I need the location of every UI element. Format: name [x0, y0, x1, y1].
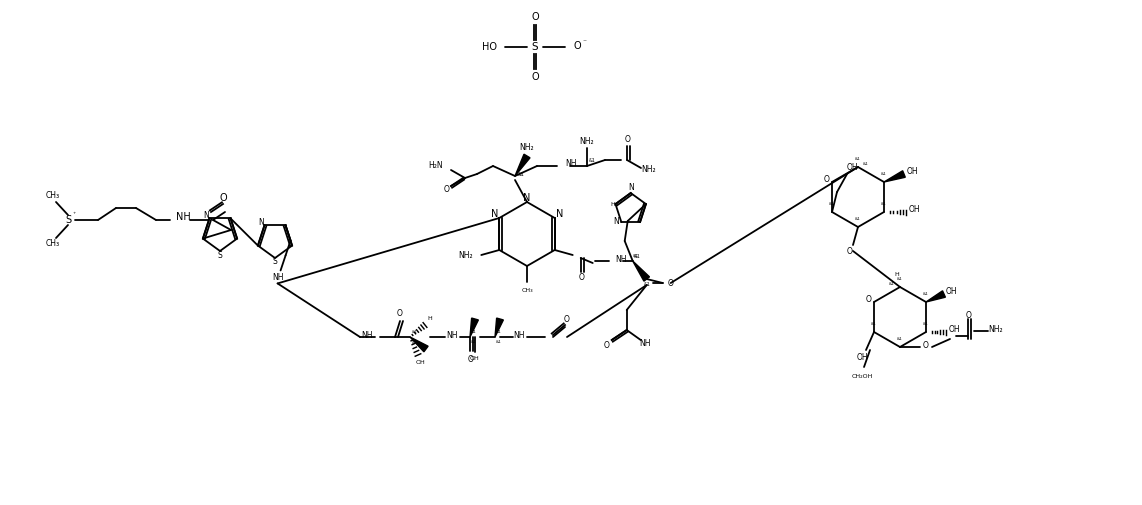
Text: O: O	[564, 315, 570, 324]
Text: ⁺: ⁺	[72, 213, 75, 218]
Text: NH: NH	[447, 330, 458, 339]
Text: O: O	[625, 135, 630, 144]
Text: NH: NH	[513, 330, 525, 339]
Text: O: O	[444, 185, 450, 194]
Text: &1: &1	[890, 282, 895, 286]
Text: N: N	[556, 209, 563, 219]
Text: NH₂: NH₂	[520, 143, 534, 153]
Text: &1: &1	[412, 341, 418, 345]
Text: OH: OH	[846, 164, 858, 173]
Text: OH: OH	[416, 361, 425, 366]
Text: O: O	[923, 340, 928, 349]
Polygon shape	[884, 171, 906, 182]
Polygon shape	[471, 318, 478, 337]
Text: O: O	[573, 41, 580, 51]
Text: O: O	[866, 295, 872, 305]
Text: S: S	[273, 258, 278, 267]
Text: OH: OH	[908, 206, 919, 215]
Text: O: O	[668, 278, 674, 287]
Text: &1: &1	[517, 172, 524, 177]
Text: OH: OH	[856, 354, 868, 363]
Text: NH₂: NH₂	[989, 325, 1004, 333]
Text: O: O	[531, 12, 539, 22]
Polygon shape	[515, 154, 530, 176]
Text: &1: &1	[882, 172, 887, 176]
Text: &1: &1	[588, 159, 595, 164]
Text: O: O	[531, 72, 539, 82]
Text: &1: &1	[855, 157, 861, 161]
Text: NH: NH	[362, 330, 373, 339]
Polygon shape	[926, 291, 946, 302]
Text: CH₃: CH₃	[46, 191, 61, 200]
Text: N: N	[613, 218, 619, 226]
Text: &1: &1	[412, 330, 418, 334]
Text: OH: OH	[948, 326, 959, 334]
Text: NH₂: NH₂	[459, 250, 473, 260]
Text: &1: &1	[923, 322, 928, 326]
Text: N: N	[203, 211, 209, 220]
Text: OH: OH	[946, 287, 957, 296]
Text: O: O	[468, 355, 474, 364]
Text: NH: NH	[272, 273, 283, 282]
Text: &1: &1	[923, 292, 928, 296]
Text: H: H	[427, 317, 433, 322]
Text: O: O	[579, 274, 585, 282]
Text: NH₂: NH₂	[580, 136, 594, 145]
Text: OH: OH	[906, 168, 918, 177]
Text: &1: &1	[496, 340, 501, 344]
Text: H: H	[894, 273, 900, 278]
Text: N: N	[258, 218, 264, 227]
Text: &1: &1	[898, 277, 903, 281]
Text: &1: &1	[633, 254, 638, 258]
Text: O: O	[397, 309, 403, 318]
Text: &1: &1	[472, 340, 477, 344]
Polygon shape	[633, 261, 650, 281]
Text: O: O	[847, 246, 853, 256]
Text: CH₂OH: CH₂OH	[851, 374, 872, 379]
Text: O: O	[604, 340, 610, 349]
Text: S: S	[218, 250, 223, 260]
Text: N: N	[491, 209, 498, 219]
Text: &1: &1	[496, 330, 501, 334]
Text: &1: &1	[863, 162, 869, 166]
Text: S: S	[65, 215, 71, 225]
Text: S: S	[532, 42, 538, 52]
Text: &1: &1	[472, 330, 477, 334]
Text: &1: &1	[643, 282, 650, 287]
Text: &1: &1	[882, 202, 887, 206]
Text: NH: NH	[616, 255, 627, 264]
Text: &1: &1	[634, 254, 641, 259]
Text: O: O	[219, 193, 227, 203]
Text: O: O	[966, 312, 972, 321]
Text: &1: &1	[871, 322, 877, 326]
Polygon shape	[494, 318, 504, 337]
Text: N: N	[628, 183, 634, 192]
Text: &1: &1	[898, 337, 903, 341]
Text: O: O	[825, 176, 830, 184]
Text: NH: NH	[176, 212, 191, 222]
Text: H: H	[610, 201, 614, 207]
Text: ⁻: ⁻	[582, 37, 586, 46]
Text: H₂N: H₂N	[428, 162, 443, 171]
Text: NH: NH	[640, 338, 651, 347]
Text: NH₂: NH₂	[642, 166, 657, 175]
Text: HO: HO	[482, 42, 497, 52]
Text: CH₃: CH₃	[46, 239, 61, 248]
Text: &1: &1	[855, 217, 861, 221]
Text: N: N	[523, 193, 531, 203]
Text: &1: &1	[829, 202, 835, 206]
Text: CH₃: CH₃	[521, 287, 533, 292]
Polygon shape	[410, 337, 428, 352]
Text: OH: OH	[471, 357, 480, 362]
Text: NH: NH	[565, 160, 577, 169]
